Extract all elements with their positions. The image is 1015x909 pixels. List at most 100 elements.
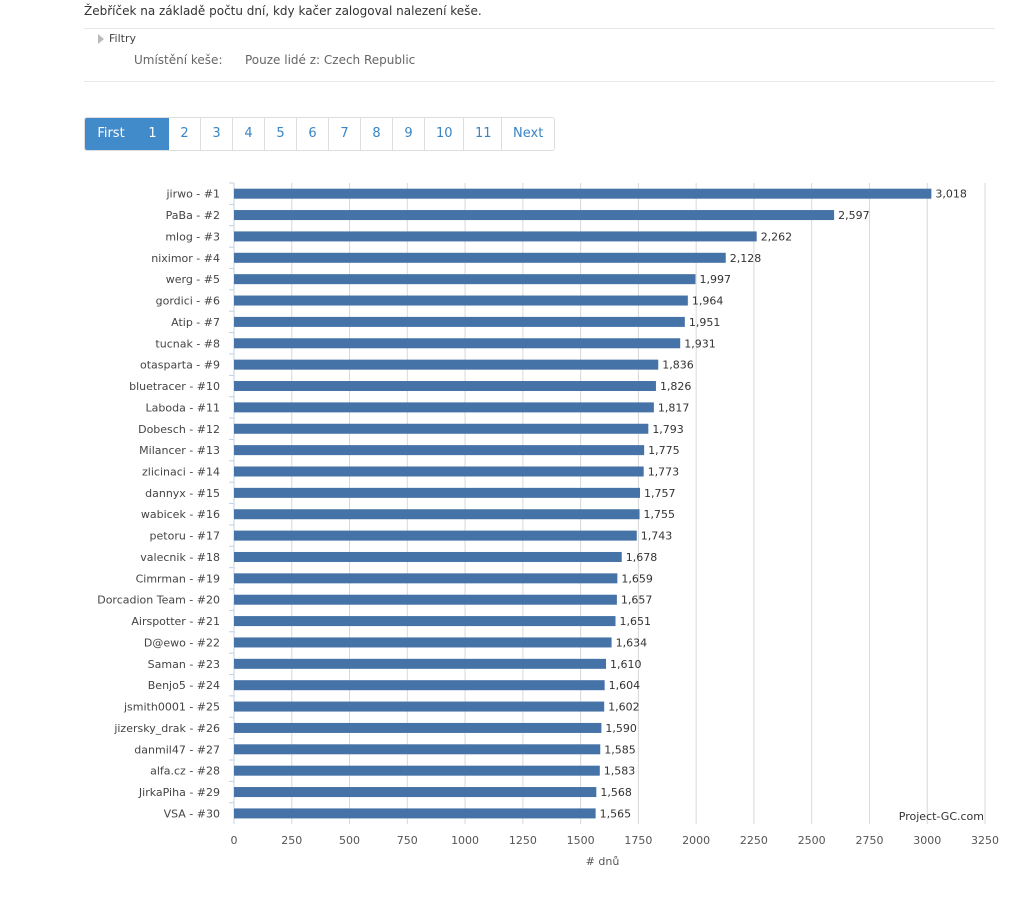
bar	[234, 295, 688, 306]
pagination-page-6[interactable]: 6	[297, 118, 329, 150]
category-label: Saman - #23	[148, 658, 220, 671]
expand-triangle-icon	[98, 33, 104, 44]
data-label: 2,262	[761, 230, 793, 243]
pagination-next[interactable]: Next	[502, 118, 554, 150]
category-label: Dorcadion Team - #20	[97, 594, 220, 607]
pagination-page-5[interactable]: 5	[265, 118, 297, 150]
category-label: jsmith0001 - #25	[123, 701, 220, 714]
data-label: 1,775	[648, 444, 680, 457]
data-label: 1,657	[621, 594, 653, 607]
bar	[234, 594, 617, 605]
pagination-page-7[interactable]: 7	[329, 118, 361, 150]
x-tick-label: 1500	[567, 834, 595, 847]
x-tick-label: 1250	[509, 834, 537, 847]
x-tick-label: 500	[339, 834, 360, 847]
pagination-page-3[interactable]: 3	[201, 118, 233, 150]
data-label: 1,568	[600, 786, 632, 799]
pagination-page-8[interactable]: 8	[361, 118, 393, 150]
chart-credit: Project-GC.com	[899, 810, 984, 823]
x-tick-label: 2000	[682, 834, 710, 847]
filters-toggle[interactable]: Filtry	[98, 32, 142, 45]
data-label: 1,678	[626, 551, 658, 564]
bar	[234, 701, 605, 712]
category-label: PaBa - #2	[166, 209, 220, 222]
bar	[234, 316, 685, 327]
data-label: 1,773	[648, 465, 680, 478]
category-label: JirkaPiha - #29	[138, 786, 220, 799]
data-label: 1,757	[644, 487, 676, 500]
category-label: VSA - #30	[164, 807, 220, 820]
category-label: Milancer - #13	[139, 444, 220, 457]
category-label: Atip - #7	[171, 316, 220, 329]
x-tick-label: 1750	[624, 834, 652, 847]
pagination-page-11[interactable]: 11	[464, 118, 502, 150]
x-tick-label: 3250	[971, 834, 999, 847]
data-label: 1,743	[641, 530, 673, 543]
data-label: 1,997	[699, 273, 731, 286]
bar	[234, 744, 601, 755]
bar	[234, 445, 645, 456]
bar	[234, 637, 612, 648]
bar	[234, 188, 932, 199]
bar	[234, 252, 726, 263]
pagination-page-1[interactable]: 1	[137, 118, 169, 150]
category-label: zlicinaci - #14	[142, 465, 220, 478]
x-tick-label: 2250	[740, 834, 768, 847]
bar	[234, 680, 605, 691]
bar	[234, 338, 681, 349]
bar	[234, 423, 649, 434]
pagination-first[interactable]: First	[85, 118, 137, 150]
location-filter-value: Pouze lidé z: Czech Republic	[245, 53, 416, 67]
x-tick-label: 2750	[855, 834, 883, 847]
category-label: otasparta - #9	[140, 359, 220, 372]
category-label: Airspotter - #21	[131, 615, 220, 628]
category-label: D@ewo - #22	[144, 636, 220, 649]
x-tick-label: 0	[231, 834, 238, 847]
pagination-page-4[interactable]: 4	[233, 118, 265, 150]
bar-chart: jirwo - #1 3,018 PaBa - #2 2,597 mlog - #3 2,…	[97, 182, 999, 868]
bar	[234, 787, 597, 798]
category-label: bluetracer - #10	[129, 380, 220, 393]
data-label: 3,018	[935, 188, 967, 201]
category-label: wabicek - #16	[141, 508, 220, 521]
data-label: 1,931	[684, 337, 716, 350]
bar	[234, 616, 616, 627]
x-tick-label: 3000	[913, 834, 941, 847]
bar	[234, 509, 640, 520]
category-label: dannyx - #15	[145, 487, 220, 500]
category-label: tucnak - #8	[155, 337, 220, 350]
page-subtitle: Žebříček na základě počtu dní, kdy kačer…	[84, 4, 482, 18]
bar	[234, 210, 835, 221]
filters-panel: Filtry Umístění keše: Pouze lidé z: Czec…	[84, 28, 995, 82]
data-label: 1,826	[660, 380, 692, 393]
data-label: 1,583	[604, 765, 636, 778]
data-label: 1,817	[658, 401, 690, 414]
category-label: Dobesch - #12	[138, 423, 220, 436]
data-label: 1,634	[616, 636, 648, 649]
bar	[234, 765, 600, 776]
data-label: 1,836	[662, 359, 694, 372]
bar	[234, 359, 659, 370]
category-label: gordici - #6	[156, 295, 220, 308]
x-tick-label: 1000	[451, 834, 479, 847]
data-label: 1,602	[608, 701, 640, 714]
pagination-page-2[interactable]: 2	[169, 118, 201, 150]
data-label: 1,604	[609, 679, 641, 692]
x-tick-label: 250	[281, 834, 302, 847]
category-label: jizersky_drak - #26	[113, 722, 220, 735]
category-label: petoru - #17	[150, 530, 220, 543]
category-label: Cimrman - #19	[136, 572, 220, 585]
bar	[234, 466, 644, 477]
data-label: 2,128	[730, 252, 762, 265]
data-label: 1,610	[610, 658, 642, 671]
bar	[234, 381, 656, 392]
pagination-page-10[interactable]: 10	[425, 118, 464, 150]
pagination-page-9[interactable]: 9	[393, 118, 425, 150]
data-label: 1,659	[621, 572, 653, 585]
x-tick-label: 750	[397, 834, 418, 847]
bar	[234, 487, 641, 498]
category-label: werg - #5	[166, 273, 220, 286]
bar	[234, 658, 607, 669]
bar	[234, 402, 654, 413]
category-label: danmil47 - #27	[134, 743, 220, 756]
